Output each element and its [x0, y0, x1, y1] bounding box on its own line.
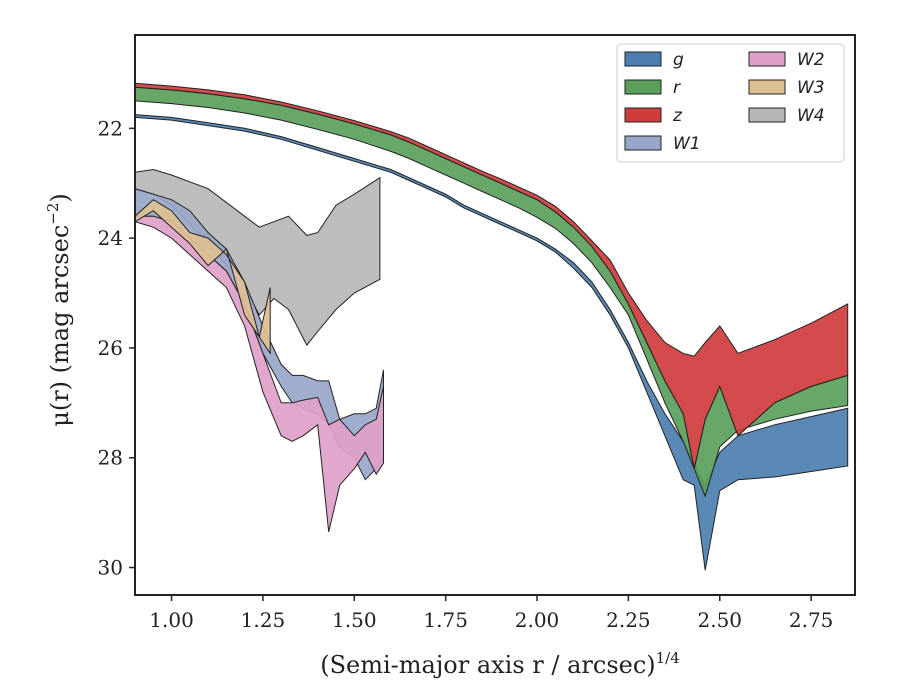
- legend-label-g: g: [673, 50, 684, 70]
- legend-swatch-W2: [748, 51, 786, 67]
- legend-box: [616, 43, 845, 163]
- legend-label-z: z: [672, 106, 683, 126]
- x-tick-label: 2.50: [698, 608, 743, 632]
- legend-label-W1: W1: [673, 134, 701, 154]
- legend-swatch-g: [624, 51, 662, 67]
- x-tick-label: 2.25: [606, 608, 651, 632]
- legend-label-W3: W3: [797, 78, 825, 98]
- y-tick-label: 30: [98, 556, 123, 580]
- x-tick-label: 1.50: [332, 608, 377, 632]
- x-tick-label: 2.00: [515, 608, 560, 632]
- legend-swatch-z: [624, 107, 662, 123]
- legend-swatch-W1: [624, 135, 662, 151]
- y-tick-label: 22: [98, 116, 123, 140]
- y-tick-label: 28: [98, 446, 123, 470]
- legend-swatch-W4: [748, 107, 786, 123]
- x-axis: 1.00 1.25 1.50 1.75 2.00 2.25 2.50 2.75: [149, 595, 833, 632]
- band-z: [135, 82, 849, 469]
- y-axis: 22 24 26 28 30: [98, 116, 135, 580]
- x-tick-label: 2.75: [789, 608, 834, 632]
- band-W2: [135, 215, 384, 533]
- y-axis-label: μ(r) (mag arcsec−2): [44, 193, 74, 427]
- y-tick-label: 24: [98, 226, 123, 250]
- plot-frame: [134, 34, 856, 596]
- band-W3: [135, 199, 271, 356]
- legend-swatch-r: [624, 79, 662, 95]
- legend-label-W2: W2: [797, 50, 825, 70]
- plot-areas: [135, 82, 849, 571]
- x-axis-label: (Semi-major axis r / arcsec)1/4: [320, 649, 680, 679]
- legend: grz W1 W2 W3 W4: [616, 43, 845, 163]
- band-g: [135, 114, 849, 571]
- x-tick-label: 1.75: [423, 608, 468, 632]
- x-tick-label: 1.25: [241, 608, 286, 632]
- legend-swatch-W3: [748, 79, 786, 95]
- x-tick-label: 1.00: [149, 608, 194, 632]
- legend-label-W4: W4: [797, 106, 825, 126]
- y-tick-label: 26: [98, 336, 123, 360]
- legend-label-r: r: [673, 78, 681, 98]
